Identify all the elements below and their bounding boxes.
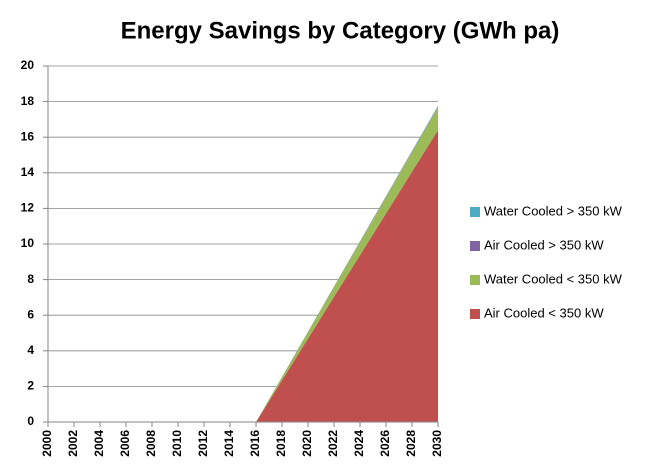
legend-label: Air Cooled > 350 kW (484, 237, 604, 252)
legend-label: Air Cooled < 350 kW (484, 305, 604, 320)
x-tick-label: 2014 (222, 430, 236, 457)
y-tick-label: 20 (21, 58, 35, 72)
y-tick-label: 12 (21, 201, 35, 215)
legend-swatch (470, 309, 480, 319)
y-tick-label: 8 (27, 272, 34, 286)
legend-swatch (470, 275, 480, 285)
x-tick-label: 2012 (196, 430, 210, 457)
x-tick-label: 2006 (118, 430, 132, 457)
y-tick-label: 18 (21, 94, 35, 108)
legend-swatch (470, 207, 480, 217)
x-tick-label: 2030 (430, 430, 444, 457)
y-tick-label: 0 (27, 414, 34, 428)
x-tick-label: 2026 (378, 430, 392, 457)
x-tick-label: 2008 (144, 430, 158, 457)
x-tick-label: 2024 (352, 430, 366, 457)
x-tick-label: 2004 (92, 430, 106, 457)
area (48, 130, 438, 422)
legend-label: Water Cooled > 350 kW (484, 203, 623, 218)
legend-swatch (470, 241, 480, 251)
x-tick-label: 2010 (170, 430, 184, 457)
x-tick-label: 2000 (40, 430, 54, 457)
y-tick-label: 6 (27, 307, 34, 321)
x-tick-label: 2016 (248, 430, 262, 457)
x-tick-label: 2018 (274, 430, 288, 457)
x-tick-label: 2020 (300, 430, 314, 457)
chart-title: Energy Savings by Category (GWh pa) (121, 17, 560, 44)
legend-label: Water Cooled < 350 kW (484, 271, 623, 286)
y-tick-label: 16 (21, 129, 35, 143)
y-tick-label: 2 (27, 379, 34, 393)
x-tick-label: 2028 (404, 430, 418, 457)
y-tick-label: 10 (21, 236, 35, 250)
x-tick-label: 2002 (66, 430, 80, 457)
y-tick-label: 14 (21, 165, 35, 179)
x-tick-label: 2022 (326, 430, 340, 457)
y-tick-label: 4 (27, 343, 34, 357)
